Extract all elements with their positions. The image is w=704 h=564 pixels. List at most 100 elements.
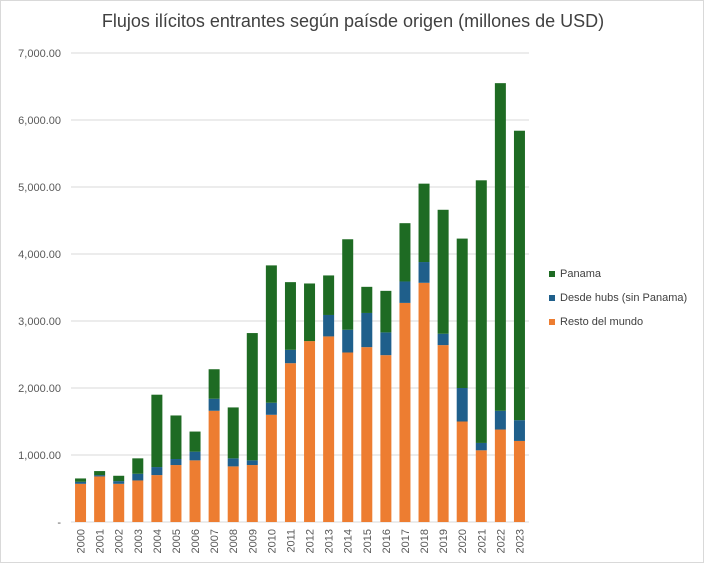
legend-swatch: [549, 319, 555, 325]
bar-segment: [189, 460, 201, 522]
bar-segment: [132, 473, 144, 481]
bar-segment: [437, 345, 449, 522]
bar-segment: [246, 460, 258, 466]
bar-segment: [94, 471, 106, 476]
bar-segment: [513, 440, 525, 522]
bar-segment: [94, 475, 106, 477]
x-tick-label: 2002: [114, 529, 126, 553]
bar-segment: [208, 398, 220, 411]
bar-segment: [246, 465, 258, 522]
y-tick-label: -: [57, 517, 61, 529]
x-tick-label: 2011: [285, 529, 297, 553]
bar-segment: [437, 209, 449, 334]
y-tick-label: 4,000.00: [18, 249, 61, 261]
bar-segment: [170, 459, 182, 466]
bar-segment: [75, 483, 87, 522]
x-tick-label: 2010: [266, 529, 278, 553]
x-tick-label: 2009: [247, 529, 259, 553]
bar-segment: [323, 275, 335, 315]
bar-segment: [246, 333, 258, 461]
bar-segment: [189, 451, 201, 461]
x-tick-label: 2019: [438, 529, 450, 553]
bar-segment: [75, 478, 87, 482]
bar-segment: [170, 465, 182, 522]
bar-segment: [113, 483, 125, 522]
bar-segment: [208, 410, 220, 522]
bar-segment: [494, 429, 506, 522]
legend-label: Panama: [560, 268, 602, 280]
bar-segment: [380, 290, 392, 333]
bar-segment: [418, 282, 430, 522]
bar-segment: [380, 355, 392, 522]
x-tick-label: 2004: [152, 529, 164, 553]
x-tick-label: 2021: [476, 529, 488, 553]
x-tick-label: 2005: [171, 529, 183, 553]
bar-segment: [284, 282, 296, 350]
bar-segment: [361, 286, 373, 313]
y-tick-label: 1,000.00: [18, 450, 61, 462]
y-tick-label: 3,000.00: [18, 316, 61, 328]
bar-segment: [399, 223, 411, 282]
bar-segment: [113, 481, 125, 484]
bar-segment: [456, 388, 468, 422]
x-tick-label: 2022: [495, 529, 507, 553]
y-tick-label: 5,000.00: [18, 182, 61, 194]
bar-segment: [380, 332, 392, 356]
bar-segment: [342, 239, 354, 330]
bar-segment: [189, 431, 201, 452]
bar-segment: [513, 130, 525, 421]
bar-segment: [265, 265, 277, 403]
bar-segment: [151, 467, 163, 476]
x-tick-label: 2020: [457, 529, 469, 553]
bar-segment: [170, 415, 182, 460]
bar-segment: [494, 83, 506, 411]
x-tick-label: 2000: [76, 529, 88, 553]
bar-segment: [418, 183, 430, 263]
bar-segment: [323, 314, 335, 337]
bar-segment: [475, 442, 487, 451]
bar-segment: [475, 450, 487, 522]
bar-segment: [361, 312, 373, 348]
bar-segment: [284, 363, 296, 522]
bar-segment: [227, 458, 239, 467]
bar-segment: [304, 283, 316, 342]
legend-label: Desde hubs (sin Panama): [560, 292, 687, 304]
x-tick-label: 2015: [362, 529, 374, 553]
x-tick-label: 2006: [190, 529, 202, 553]
bar-segment: [342, 329, 354, 353]
bar-segment: [113, 475, 125, 482]
x-tick-label: 2007: [209, 529, 221, 553]
bar-segment: [437, 333, 449, 346]
bar-segment: [227, 407, 239, 459]
bar-segment: [456, 421, 468, 522]
bar-segment: [361, 347, 373, 522]
bar-segment: [132, 480, 144, 522]
legend-swatch: [549, 295, 555, 301]
bar-segment: [475, 180, 487, 443]
bar-segment: [265, 402, 277, 415]
y-tick-label: 7,000.00: [18, 48, 61, 60]
bar-segment: [265, 414, 277, 522]
x-tick-label: 2017: [400, 529, 412, 553]
bar-segment: [456, 238, 468, 388]
bar-segment: [151, 394, 163, 468]
x-tick-label: 2012: [305, 529, 317, 553]
x-tick-label: 2016: [381, 529, 393, 553]
x-tick-label: 2023: [514, 529, 526, 553]
y-tick-label: 2,000.00: [18, 383, 61, 395]
x-tick-label: 2014: [343, 529, 355, 553]
y-tick-label: 6,000.00: [18, 115, 61, 127]
x-tick-label: 2018: [419, 529, 431, 553]
bar-segment: [399, 281, 411, 303]
bar-segment: [494, 410, 506, 430]
chart-title: Flujos ilícitos entrantes según paísde o…: [101, 11, 605, 31]
x-tick-label: 2013: [324, 529, 336, 553]
bar-segment: [284, 349, 296, 364]
bar-segment: [342, 352, 354, 522]
x-tick-label: 2003: [133, 529, 145, 553]
bar-segment: [75, 481, 87, 484]
bar-segment: [151, 475, 163, 522]
bar-segment: [132, 458, 144, 474]
